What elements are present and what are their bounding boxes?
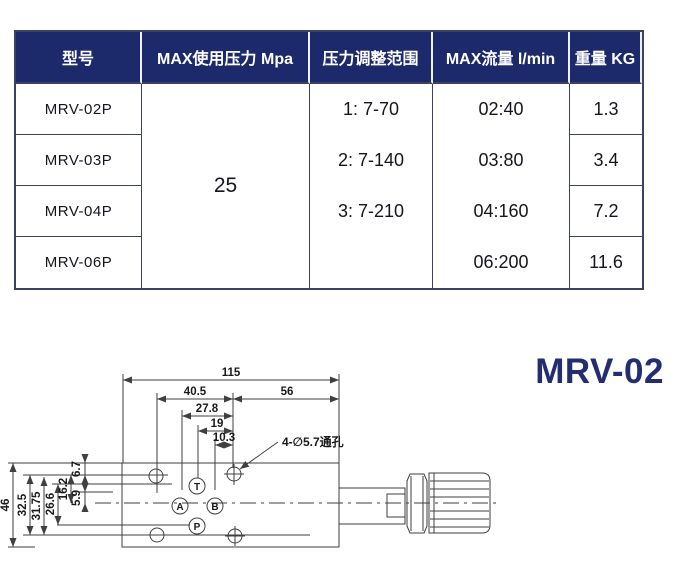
max-pressure-cell: 25 <box>142 84 310 288</box>
port-p-marker: P <box>188 517 206 535</box>
header-pressure-range: 压力调整范围 <box>310 32 433 84</box>
port-p-label: P <box>194 522 201 533</box>
dim-56-label: 56 <box>281 386 294 398</box>
model-cell: MRV-06P <box>16 237 142 288</box>
dim-32-5: 32.5 <box>17 475 34 535</box>
mounting-holes <box>148 464 245 546</box>
pressure-range-value: 1: 7-70 <box>342 99 400 119</box>
header-max-pressure: MAX使用压力 Mpa <box>142 32 310 84</box>
dim-19-label: 19 <box>211 418 224 430</box>
max-flow-cell: 02:40 03:80 04:160 06:200 <box>433 84 570 288</box>
port-b-marker: B <box>206 497 224 515</box>
hole-note: 4-∅5.7通孔 <box>239 434 344 470</box>
max-flow-value: 03:80 <box>478 150 524 170</box>
spec-table: 型号 MAX使用压力 Mpa 压力调整范围 MAX流量 l/min 重量 KG … <box>14 30 644 290</box>
dim-27-8-label: 27.8 <box>196 403 219 415</box>
model-cell: MRV-03P <box>16 135 142 186</box>
port-a-marker: A <box>171 497 189 515</box>
dim-10-3-label: 10.3 <box>213 432 235 444</box>
weight-cell: 7.2 <box>570 186 642 237</box>
pressure-range-value: 2: 7-140 <box>337 150 405 170</box>
drawing-title: MRV-02 <box>535 352 664 391</box>
dim-26-6-label: 26.6 <box>45 493 57 515</box>
header-model: 型号 <box>16 32 142 84</box>
dim-115: 115 <box>123 367 339 384</box>
dim-19: 19 <box>198 418 233 435</box>
port-b-label: B <box>211 502 218 513</box>
pressure-range-cell: 1: 7-70 2: 7-140 3: 7-210 <box>310 84 433 288</box>
dim-31-75: 31.75 <box>31 477 48 535</box>
max-flow-value: 02:40 <box>478 99 524 119</box>
dim-10-3: 10.3 <box>213 432 235 449</box>
hole-note-label: 4-∅5.7通孔 <box>282 434 344 449</box>
port-t-label: T <box>194 482 200 493</box>
model-cell: MRV-02P <box>16 84 142 135</box>
dim-40-5: 40.5 <box>157 386 233 403</box>
port-a-label: A <box>176 502 183 513</box>
dim-115-label: 115 <box>222 367 241 379</box>
dim-6-7-label: 6.7 <box>71 461 83 477</box>
dim-16-2-label: 16.2 <box>58 478 70 500</box>
dim-16-2: 16.2 <box>58 475 75 503</box>
pressure-range-value <box>310 237 432 288</box>
valve-technical-drawing: T A B P <box>0 367 497 548</box>
weight-cell: 3.4 <box>570 135 642 186</box>
dim-40-5-label: 40.5 <box>184 386 207 398</box>
dim-31-75-label: 31.75 <box>31 491 43 520</box>
weight-cell: 1.3 <box>570 84 642 135</box>
dim-6-7: 6.7 <box>71 454 89 484</box>
max-flow-value: 04:160 <box>473 201 529 221</box>
header-max-flow: MAX流量 l/min <box>433 32 570 84</box>
dim-46: 46 <box>0 463 17 547</box>
dim-26-6: 26.6 <box>45 484 62 525</box>
port-t-marker: T <box>188 477 206 495</box>
model-cell: MRV-04P <box>16 186 142 237</box>
dim-5-9: 5.9 <box>71 483 89 512</box>
dim-5-9-label: 5.9 <box>71 490 83 506</box>
dim-46-label: 46 <box>0 499 12 512</box>
valve-body-outline <box>121 462 491 548</box>
dim-32-5-label: 32.5 <box>17 493 29 516</box>
weight-cell: 11.6 <box>589 252 623 272</box>
dim-27-8: 27.8 <box>182 403 233 420</box>
pressure-range-value: 3: 7-210 <box>337 201 405 221</box>
dim-56: 56 <box>233 386 339 403</box>
max-flow-value: 06:200 <box>473 252 529 272</box>
header-weight: 重量 KG <box>570 32 642 84</box>
